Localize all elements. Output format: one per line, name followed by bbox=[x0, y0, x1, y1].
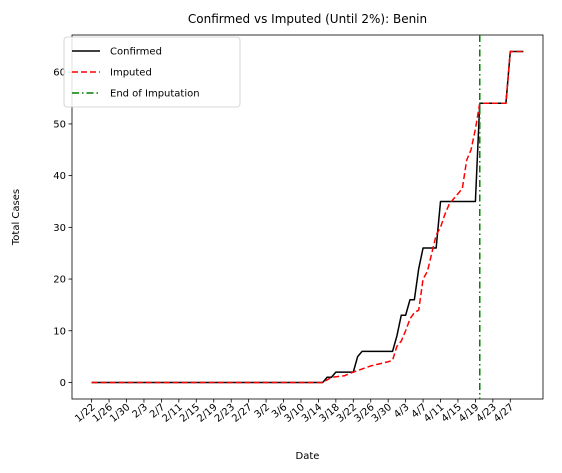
y-axis-title: Total Cases bbox=[11, 189, 22, 246]
imputed-line bbox=[91, 50, 524, 384]
y-tick-label: 0 bbox=[60, 378, 66, 389]
plot-frame bbox=[71, 34, 544, 400]
y-tick-label: 10 bbox=[53, 326, 66, 337]
chart-title: Confirmed vs Imputed (Until 2%): Benin bbox=[188, 12, 427, 26]
y-tick-label: 60 bbox=[53, 68, 66, 79]
legend-label: End of Imputation bbox=[110, 89, 200, 100]
y-tick-label: 20 bbox=[53, 275, 66, 286]
x-tick-label: 2/27 bbox=[230, 402, 254, 425]
y-axis: 0 10 20 30 40 50 60 bbox=[53, 68, 72, 389]
confirmed-line bbox=[91, 50, 524, 384]
x-axis: 1/221/261/302/32/72/112/152/192/232/273/… bbox=[73, 399, 516, 425]
y-tick-label: 30 bbox=[53, 223, 66, 234]
x-tick-label: 4/27 bbox=[492, 402, 516, 425]
y-tick-label: 50 bbox=[53, 119, 66, 130]
x-tick-label: 3/2 bbox=[253, 402, 272, 421]
legend-label: Confirmed bbox=[110, 47, 162, 58]
y-tick-label: 40 bbox=[53, 171, 66, 182]
x-axis-title: Date bbox=[296, 451, 320, 462]
x-tick-label: 1/30 bbox=[108, 402, 132, 425]
legend-box bbox=[63, 36, 241, 108]
x-tick-label: 3/30 bbox=[370, 402, 394, 425]
series-layer bbox=[91, 35, 524, 399]
legend: Confirmed Imputed End of Imputation bbox=[63, 36, 241, 108]
x-tick-label: 4/3 bbox=[392, 402, 411, 421]
x-tick-label: 2/3 bbox=[130, 402, 149, 421]
legend-label: Imputed bbox=[110, 68, 152, 79]
